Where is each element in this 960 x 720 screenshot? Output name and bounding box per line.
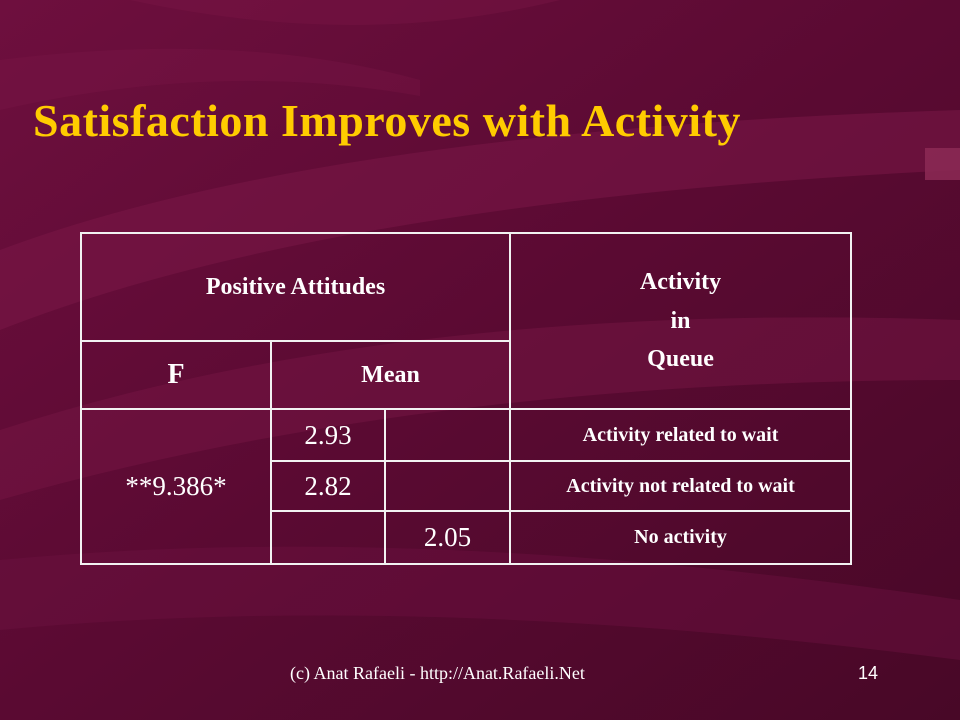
decorative-swoosh <box>130 0 560 25</box>
header-mean: Mean <box>269 340 512 410</box>
decorative-accent-block <box>925 148 960 180</box>
slide-footer: (c) Anat Rafaeli - http://Anat.Rafaeli.N… <box>290 663 585 683</box>
mean-cell: 2.82 <box>270 460 386 512</box>
slide-title: Satisfaction Improves with Activity <box>33 95 741 146</box>
page-number: 14 <box>858 663 879 683</box>
decorative-swoosh <box>0 48 420 110</box>
header-positive-attitudes: Positive Attitudes <box>79 232 512 342</box>
activity-label-cell: No activity <box>509 510 853 565</box>
f-value-cell: **9.386* <box>80 408 272 565</box>
empty-cell <box>383 460 512 512</box>
empty-cell <box>383 408 512 462</box>
mean-cell: 2.05 <box>383 510 512 565</box>
empty-cell <box>270 510 386 565</box>
mean-cell: 2.93 <box>270 408 386 462</box>
header-f: F <box>80 340 272 410</box>
activity-label-cell: Activity related to wait <box>509 408 853 462</box>
decorative-swoosh <box>0 546 960 660</box>
decorative-swoosh <box>0 110 960 330</box>
results-table: Positive Attitudes Activity in Queue F M… <box>79 232 853 565</box>
activity-label-cell: Activity not related to wait <box>509 460 853 512</box>
header-activity-in-queue: Activity in Queue <box>509 232 853 410</box>
